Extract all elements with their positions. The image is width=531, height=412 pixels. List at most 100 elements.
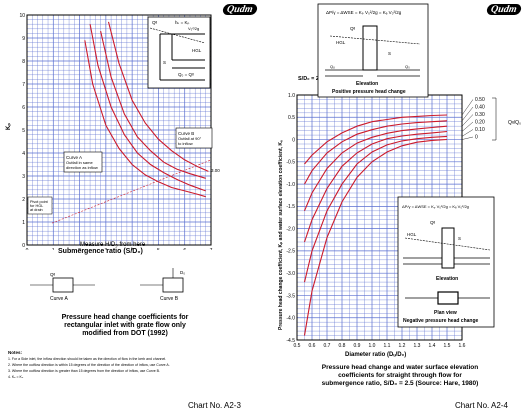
legend-leader <box>461 106 474 121</box>
y-tick-label: 8 <box>22 59 25 65</box>
series-line-0-40 <box>304 120 448 185</box>
chart-a2-3: 0 1 2 3 4 5 6 7 0 1 2 3 4 5 6 7 8 9 10 Qᵍ hₖ = Kₚ V₀²/2g H… <box>6 13 220 250</box>
curve-a-box: Qᵍ Curve A <box>30 272 95 302</box>
y-tick-label: 0 <box>22 243 25 249</box>
x-tick-label: 0.6 <box>309 343 316 349</box>
y-tick-label: 5 <box>22 128 25 134</box>
chart-number-a2-3: Chart No. A2-3 <box>188 401 241 410</box>
series-line-curve-a <box>84 40 206 198</box>
plan-view-label: Plan view <box>434 310 457 316</box>
dashed-reference-line <box>51 159 212 224</box>
series-a2-4 <box>303 114 448 336</box>
ticks-a2-3: 0 1 2 3 4 5 6 7 0 1 2 3 4 5 6 7 8 9 10 <box>19 13 212 250</box>
legend-label-5: 0 <box>475 135 478 141</box>
x-tick-label: 1.1 <box>384 343 391 349</box>
x-tick-label: 2 <box>78 248 81 250</box>
note-2: 2. Where the outflow direction is within… <box>8 363 170 367</box>
y-tick-label: 3 <box>22 174 25 180</box>
legend-bracket <box>492 97 497 141</box>
legend-leader <box>461 114 474 127</box>
series-line-0-10 <box>303 135 448 283</box>
legend-leader <box>461 136 474 140</box>
x-axis-label-a2-3: Submergence ratio (S/D₀) <box>58 248 143 255</box>
svg-text:Curve A: Curve A <box>66 155 82 160</box>
x-tick-label: 7 <box>210 248 213 250</box>
legend-leader <box>461 99 474 116</box>
curve-b-callout: Curve B Outfall at 90° to inflow <box>175 127 213 149</box>
inset-hgl-label: HGL <box>192 48 202 53</box>
x-tick-label: 3 <box>104 248 107 250</box>
svg-text:HGL: HGL <box>336 40 346 45</box>
svg-text:Curve A: Curve A <box>50 296 68 302</box>
y-axis-label-a2-4: Pressure head change coefficient, Kₚ and… <box>278 140 284 330</box>
pivot-note: Pivot point for HGL at drain <box>27 196 53 215</box>
x-axis-label-a2-4: Diameter ratio (Dᵤ/D₀) <box>345 352 407 358</box>
x-tick-label: 1.2 <box>399 343 406 349</box>
legend-label-4: 0.10 <box>475 127 485 133</box>
inset-qo-label: Q₀ = Qᵍ <box>178 72 194 77</box>
x-tick-label: 5 <box>157 248 160 250</box>
legend-leader <box>461 121 474 132</box>
caption-a2-4: Pressure head change and water surface e… <box>321 364 479 387</box>
curve-b-box: D₀ Curve B <box>140 268 185 302</box>
x-tick-label: 4 <box>131 248 134 250</box>
negative-formula: ΔP/γ = ΔWSE = Kₚ V₀²/2g = Kₑ V₀²/2g <box>402 204 469 209</box>
svg-text:HGL: HGL <box>407 232 417 237</box>
legend-label-3: 0.20 <box>475 120 485 126</box>
y-tick-label: -1.0 <box>286 182 295 188</box>
series-line-0 <box>303 138 448 336</box>
series-line-curve-b <box>100 30 206 179</box>
inset-grate-inlet: Qᵍ hₖ = Kₚ V₀²/2g HGL S Q₀ = Qᵍ <box>147 16 211 89</box>
series-line-0-30 <box>303 125 448 212</box>
measure-note: Measure H/D₀ from here <box>80 242 146 248</box>
inset-positive: ΔP/γ = ΔWSE = Kₚ V₀²/2g = Kₑ V₀²/2g Qᵍ H… <box>317 3 429 98</box>
curve-diagrams: Qᵍ Curve A D₀ Curve B <box>30 268 185 302</box>
x-tick-label: 0 <box>26 248 29 250</box>
svg-text:direction as inflow: direction as inflow <box>66 165 98 170</box>
qg-qo-label: Qᵍ/Q₀ <box>508 120 521 126</box>
legend-label-1: 0.40 <box>475 105 485 111</box>
svg-text:Curve B: Curve B <box>178 131 194 136</box>
x-tick-label: 0.8 <box>339 343 346 349</box>
y-tick-label: -4.5 <box>286 338 295 344</box>
positive-elevation-label: Elevation <box>356 81 378 87</box>
ratio-label: S/D₀ = 2.5 <box>298 76 324 82</box>
inset-hk-label: hₖ = Kₚ <box>175 20 190 25</box>
legend-qg-qo: 0.50 0.400.30 0.200.10 0 <box>461 97 497 141</box>
legend-label-0: 0.50 <box>475 97 485 103</box>
inset-qg-label: Qᵍ <box>152 20 158 25</box>
positive-title: Positive pressure head change <box>332 89 406 95</box>
x-tick-label: 1 <box>52 248 55 250</box>
svg-text:to inflow: to inflow <box>178 141 193 146</box>
svg-text:at drain: at drain <box>30 208 43 212</box>
svg-text:Outfall at 90°: Outfall at 90° <box>178 136 202 141</box>
legend-leader <box>461 129 474 137</box>
series-line-0-50 <box>304 114 448 165</box>
svg-text:Curve B: Curve B <box>160 296 179 302</box>
x-tick-label: 1.4 <box>429 343 436 349</box>
svg-text:Qᵍ: Qᵍ <box>430 220 436 225</box>
positive-formula: ΔP/γ = ΔWSE = Kₚ V₀²/2g = Kₑ V₀²/2g <box>326 10 402 15</box>
chart-a2-4: 0.5 0.6 0.7 0.8 0.9 1.0 1.1 1.2 1.3 1.4 1.5 1.6 1.0 0… <box>278 3 521 349</box>
y-tick-label: -3.0 <box>286 271 295 277</box>
x-tick-label: 0.7 <box>324 343 331 349</box>
svg-text:D₀: D₀ <box>180 270 185 275</box>
svg-text:S: S <box>388 51 391 56</box>
note-4: 4. Kₑ = Kᵤ <box>8 375 24 379</box>
y-tick-label: -3.5 <box>286 293 295 299</box>
negative-title: Negative pressure head change <box>403 318 479 324</box>
x-tick-label: 1.0 <box>369 343 376 349</box>
y-tick-label: -1.5 <box>286 204 295 210</box>
note-3: 3. Where the outflow direction is greate… <box>8 369 160 373</box>
svg-text:Qᵤ: Qᵤ <box>330 64 335 69</box>
notes-a2-3: Notes: 1. For a Side inlet, the inflow d… <box>8 350 266 380</box>
legend-label-2: 0.30 <box>475 112 485 118</box>
note-1: 1. For a Side inlet, the inflow directio… <box>8 357 167 361</box>
inset-v2g-label: V₀²/2g <box>188 26 199 31</box>
chart-number-a2-4: Chart No. A2-4 <box>455 401 508 410</box>
series-line-0-20 <box>303 130 448 243</box>
x-tick-label: 1.3 <box>414 343 421 349</box>
y-tick-label: 10 <box>19 13 25 19</box>
notes-title: Notes: <box>8 350 23 355</box>
series-line-curve-b-upper- <box>107 21 209 172</box>
